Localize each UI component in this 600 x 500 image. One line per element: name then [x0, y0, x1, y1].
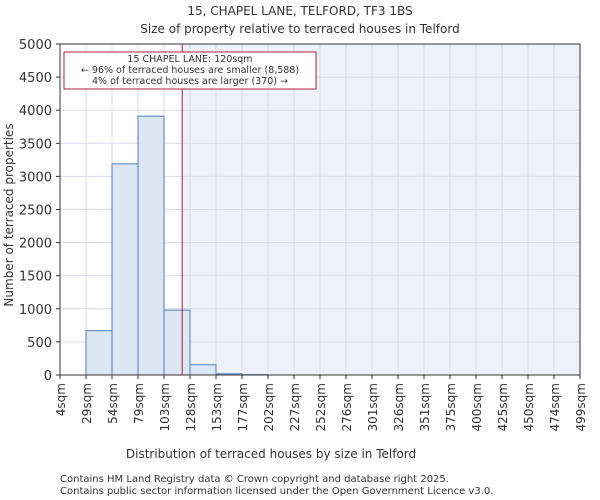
histogram-bar	[85, 330, 113, 376]
x-tick-label: 79sqm	[132, 383, 146, 424]
x-tick-label: 177sqm	[236, 383, 250, 431]
plot-area: 0 500 1000 1500 2000 2500 3000 3500 4000 4500 5000…	[19, 38, 588, 431]
histogram-bar	[137, 115, 165, 376]
footer-line-1: Contains HM Land Registry data © Crown c…	[60, 474, 449, 485]
x-tick-label: 252sqm	[314, 383, 328, 431]
histogram-bar	[163, 309, 191, 376]
y-tick-label: 500	[27, 336, 52, 351]
x-tick-label: 425sqm	[496, 383, 510, 431]
y-axis-label: Number of terraced properties	[2, 123, 16, 306]
x-tick-label: 54sqm	[106, 383, 120, 424]
x-axis-label: Distribution of terraced houses by size …	[126, 447, 416, 461]
x-tick-label: 4sqm	[54, 383, 68, 416]
y-tick-label: 1000	[19, 303, 52, 318]
annotation-smaller: ← 96% of terraced houses are smaller (8,…	[81, 65, 299, 76]
annotation-title: 15 CHAPEL LANE: 120sqm	[127, 54, 252, 65]
x-tick-label: 29sqm	[80, 383, 94, 424]
x-tick-label: 499sqm	[574, 383, 588, 431]
y-tick-label: 1500	[19, 270, 52, 285]
x-tick-label: 474sqm	[548, 383, 562, 431]
x-tick-label: 450sqm	[522, 383, 536, 431]
y-tick-label: 4000	[19, 104, 52, 119]
x-tick-label: 128sqm	[184, 383, 198, 431]
x-tick-label: 103sqm	[158, 383, 172, 431]
y-tick-label: 3000	[19, 170, 52, 185]
chart-subtitle: Size of property relative to terraced ho…	[140, 22, 459, 36]
y-tick-label: 2000	[19, 237, 52, 252]
chart-title: 15, CHAPEL LANE, TELFORD, TF3 1BS	[187, 4, 412, 18]
x-tick-label: 375sqm	[444, 383, 458, 431]
x-tick-label: 400sqm	[470, 383, 484, 431]
y-tick-label: 0	[44, 369, 52, 384]
annotation-box	[63, 51, 317, 90]
x-tick-label: 227sqm	[288, 383, 302, 431]
x-tick-label: 301sqm	[366, 383, 380, 431]
histogram-bar	[111, 163, 139, 376]
x-tick-label: 202sqm	[262, 383, 276, 431]
y-tick-label: 4500	[19, 71, 52, 86]
x-tick-label: 276sqm	[340, 383, 354, 431]
y-tick-label: 5000	[19, 38, 52, 53]
x-tick-label: 351sqm	[418, 383, 432, 431]
y-tick-label: 3500	[19, 137, 52, 152]
x-tick-label: 153sqm	[210, 383, 224, 431]
histogram-bar	[189, 364, 217, 376]
annotation-larger: 4% of terraced houses are larger (370) →	[92, 76, 288, 87]
y-tick-label: 2500	[19, 204, 52, 219]
x-tick-label: 326sqm	[392, 383, 406, 431]
footer-line-2: Contains public sector information licen…	[60, 486, 493, 497]
